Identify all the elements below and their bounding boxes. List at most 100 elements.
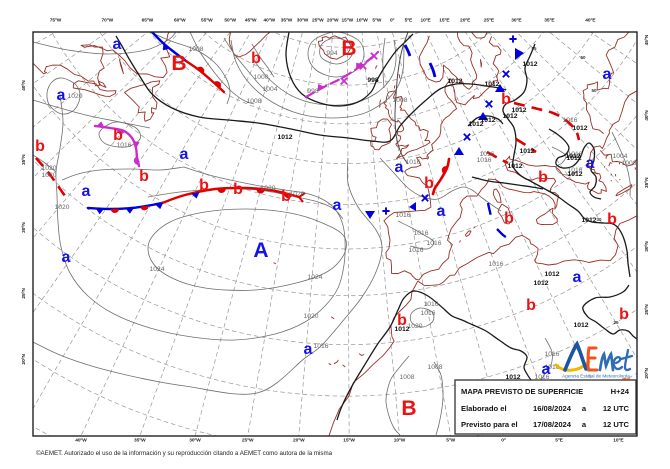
svg-text:1016: 1016 <box>414 230 429 237</box>
svg-text:1012: 1012 <box>507 163 522 170</box>
svg-text:17/08/2024: 17/08/2024 <box>533 420 572 429</box>
svg-text:©AEMET. Autorizado el uso de l: ©AEMET. Autorizado el uso de la informac… <box>36 450 333 457</box>
svg-text:a: a <box>582 420 587 429</box>
svg-text:1008: 1008 <box>622 160 637 167</box>
svg-text:b: b <box>251 50 261 67</box>
svg-text:1012: 1012 <box>511 107 526 114</box>
svg-text:40ºW: 40ºW <box>75 438 87 444</box>
svg-text:a: a <box>62 249 71 266</box>
svg-text:1012: 1012 <box>565 153 580 160</box>
svg-text:1016: 1016 <box>563 117 578 124</box>
svg-text:5ºW: 5ºW <box>372 18 381 24</box>
svg-text:MAPA PREVISTO DE SUPERFICIE: MAPA PREVISTO DE SUPERFICIE <box>461 387 583 396</box>
svg-text:B: B <box>171 52 186 75</box>
svg-text:a: a <box>437 203 446 220</box>
svg-text:a: a <box>180 146 189 163</box>
svg-text:1012: 1012 <box>566 155 581 162</box>
svg-text:1016: 1016 <box>568 151 583 158</box>
svg-text:35ºW: 35ºW <box>281 18 293 24</box>
svg-text:998: 998 <box>307 88 318 95</box>
svg-text:30ºE: 30ºE <box>511 18 522 24</box>
svg-text:1016: 1016 <box>396 212 411 219</box>
svg-text:Previsto para el: Previsto para el <box>461 420 518 429</box>
svg-text:b: b <box>538 169 548 186</box>
svg-text:30ºW: 30ºW <box>297 18 309 24</box>
svg-text:16/08/2024: 16/08/2024 <box>533 404 572 413</box>
svg-text:20ºW: 20ºW <box>327 18 339 24</box>
svg-text:a: a <box>542 361 551 378</box>
svg-text:1012: 1012 <box>533 280 548 287</box>
svg-text:1020: 1020 <box>55 204 70 211</box>
svg-text:1012: 1012 <box>581 217 596 224</box>
svg-text:1016: 1016 <box>427 240 442 247</box>
svg-text:1016: 1016 <box>409 247 424 254</box>
svg-text:b: b <box>281 188 291 205</box>
svg-text:1008: 1008 <box>400 374 415 381</box>
svg-text:35ºN: 35ºN <box>644 177 650 188</box>
svg-text:60ºW: 60ºW <box>174 18 186 24</box>
svg-text:a: a <box>573 269 582 286</box>
svg-text:1008: 1008 <box>393 97 408 104</box>
svg-text:B: B <box>401 397 416 420</box>
svg-text:20ºE: 20ºE <box>460 18 471 24</box>
svg-text:1020: 1020 <box>42 165 57 172</box>
svg-text:25ºE: 25ºE <box>484 18 495 24</box>
svg-text:50ºW: 50ºW <box>224 18 236 24</box>
svg-text:1016: 1016 <box>117 142 132 149</box>
svg-text:a: a <box>582 404 587 413</box>
svg-text:1012: 1012 <box>468 121 483 128</box>
svg-text:20ºW: 20ºW <box>293 438 305 444</box>
svg-text:1024: 1024 <box>308 274 323 281</box>
svg-text:a: a <box>57 87 66 104</box>
svg-text:55: 55 <box>531 46 537 51</box>
svg-text:1012: 1012 <box>505 374 520 381</box>
svg-text:Elaborado el: Elaborado el <box>461 404 507 413</box>
svg-text:30ºW: 30ºW <box>189 438 201 444</box>
svg-text:65ºW: 65ºW <box>142 18 154 24</box>
svg-text:1016: 1016 <box>545 351 560 358</box>
svg-text:25ºW: 25ºW <box>312 18 324 24</box>
svg-text:1012: 1012 <box>394 326 409 333</box>
svg-text:1012: 1012 <box>447 78 462 85</box>
svg-text:1016: 1016 <box>545 364 560 371</box>
svg-text:45ºW: 45ºW <box>245 18 257 24</box>
svg-text:5ºE: 5ºE <box>555 438 563 444</box>
svg-text:30ºN: 30ºN <box>644 241 650 252</box>
svg-text:50: 50 <box>591 88 597 93</box>
svg-text:1008: 1008 <box>189 46 204 53</box>
svg-text:a: a <box>586 155 595 172</box>
svg-text:a: a <box>304 341 313 358</box>
svg-text:30: 30 <box>596 217 602 222</box>
svg-text:10ºE: 10ºE <box>420 18 431 24</box>
svg-text:1012: 1012 <box>484 81 499 88</box>
svg-text:1020: 1020 <box>261 185 276 192</box>
svg-text:a: a <box>82 183 91 200</box>
svg-text:1004: 1004 <box>613 153 628 160</box>
svg-text:b: b <box>619 306 629 323</box>
svg-text:25: 25 <box>613 320 619 325</box>
svg-text:b: b <box>607 211 617 228</box>
svg-text:5ºW: 5ºW <box>446 438 455 444</box>
svg-text:b: b <box>526 297 536 314</box>
svg-text:40ºN: 40ºN <box>644 110 650 121</box>
svg-text:994: 994 <box>326 50 337 57</box>
svg-text:0º: 0º <box>390 18 395 24</box>
svg-text:b: b <box>139 168 149 185</box>
svg-text:b: b <box>113 127 123 144</box>
svg-text:1024: 1024 <box>150 266 165 273</box>
svg-text:55ºW: 55ºW <box>201 18 213 24</box>
svg-text:b: b <box>397 312 407 329</box>
svg-text:15ºW: 15ºW <box>343 438 355 444</box>
svg-text:25ºN: 25ºN <box>644 304 650 315</box>
svg-text:1016: 1016 <box>406 159 421 166</box>
svg-text:B: B <box>341 37 356 60</box>
svg-text:1016: 1016 <box>480 151 495 158</box>
svg-text:1016: 1016 <box>568 167 583 174</box>
svg-text:45ºN: 45ºN <box>644 34 650 45</box>
svg-text:10ºE: 10ºE <box>613 438 624 444</box>
svg-text:b: b <box>424 175 434 192</box>
svg-text:1008: 1008 <box>247 98 262 105</box>
svg-text:1012: 1012 <box>522 61 537 68</box>
svg-text:50: 50 <box>580 55 586 60</box>
svg-text:a: a <box>333 197 342 214</box>
